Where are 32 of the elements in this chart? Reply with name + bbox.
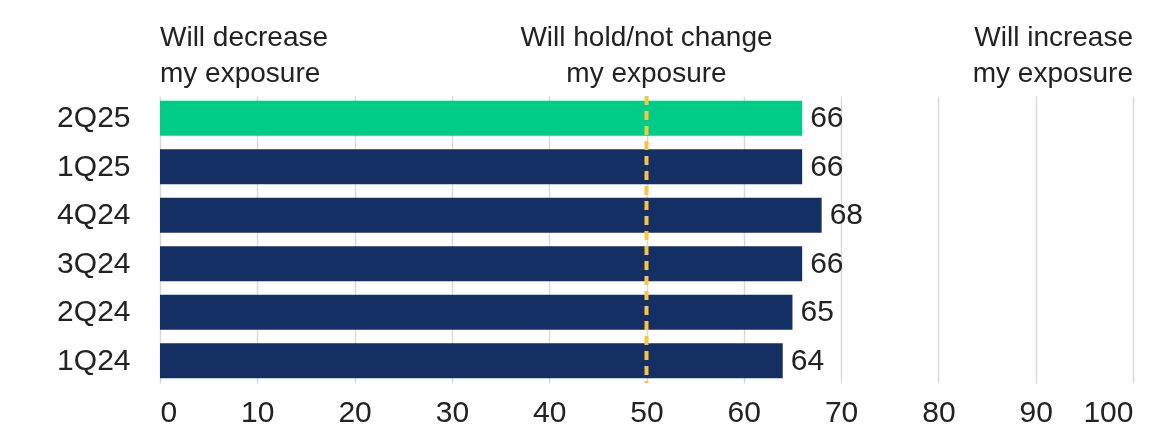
x-tick-label: 50 (630, 394, 664, 428)
bar (160, 149, 803, 185)
bar (160, 100, 803, 136)
data-label: 66 (810, 100, 844, 134)
data-label: 66 (810, 148, 844, 182)
bar (160, 294, 793, 330)
x-tick-label: 60 (727, 394, 761, 428)
x-tick-label: 20 (338, 394, 372, 428)
data-label: 64 (790, 342, 825, 376)
y-tick-label: 2Q24 (57, 294, 131, 328)
y-tick-label: 1Q25 (57, 148, 131, 182)
x-tick-label: 80 (922, 394, 956, 428)
bar (160, 197, 822, 233)
y-tick-label: 1Q24 (57, 342, 131, 376)
x-tick-label: 40 (533, 394, 567, 428)
text: Will hold/not change my exposure (520, 21, 773, 88)
x-tick-label: 0 (160, 394, 178, 428)
text: Will decrease my exposure (160, 21, 329, 88)
x-tick-label: 10 (241, 394, 275, 428)
x-tick-label: 70 (824, 394, 859, 428)
text: Will increase my exposure (972, 21, 1133, 88)
y-tick-label: 2Q25 (57, 100, 131, 134)
data-label: 66 (810, 245, 844, 279)
y-tick-label: 4Q24 (57, 197, 131, 231)
bar (160, 343, 783, 379)
x-tick-label: 90 (1019, 394, 1053, 428)
x-tick-label: 30 (435, 394, 470, 428)
data-label: 68 (829, 197, 864, 231)
bar (160, 246, 803, 282)
x-tick-label: 100 (1083, 394, 1134, 428)
y-tick-label: 3Q24 (57, 245, 131, 279)
data-label: 65 (800, 294, 834, 328)
